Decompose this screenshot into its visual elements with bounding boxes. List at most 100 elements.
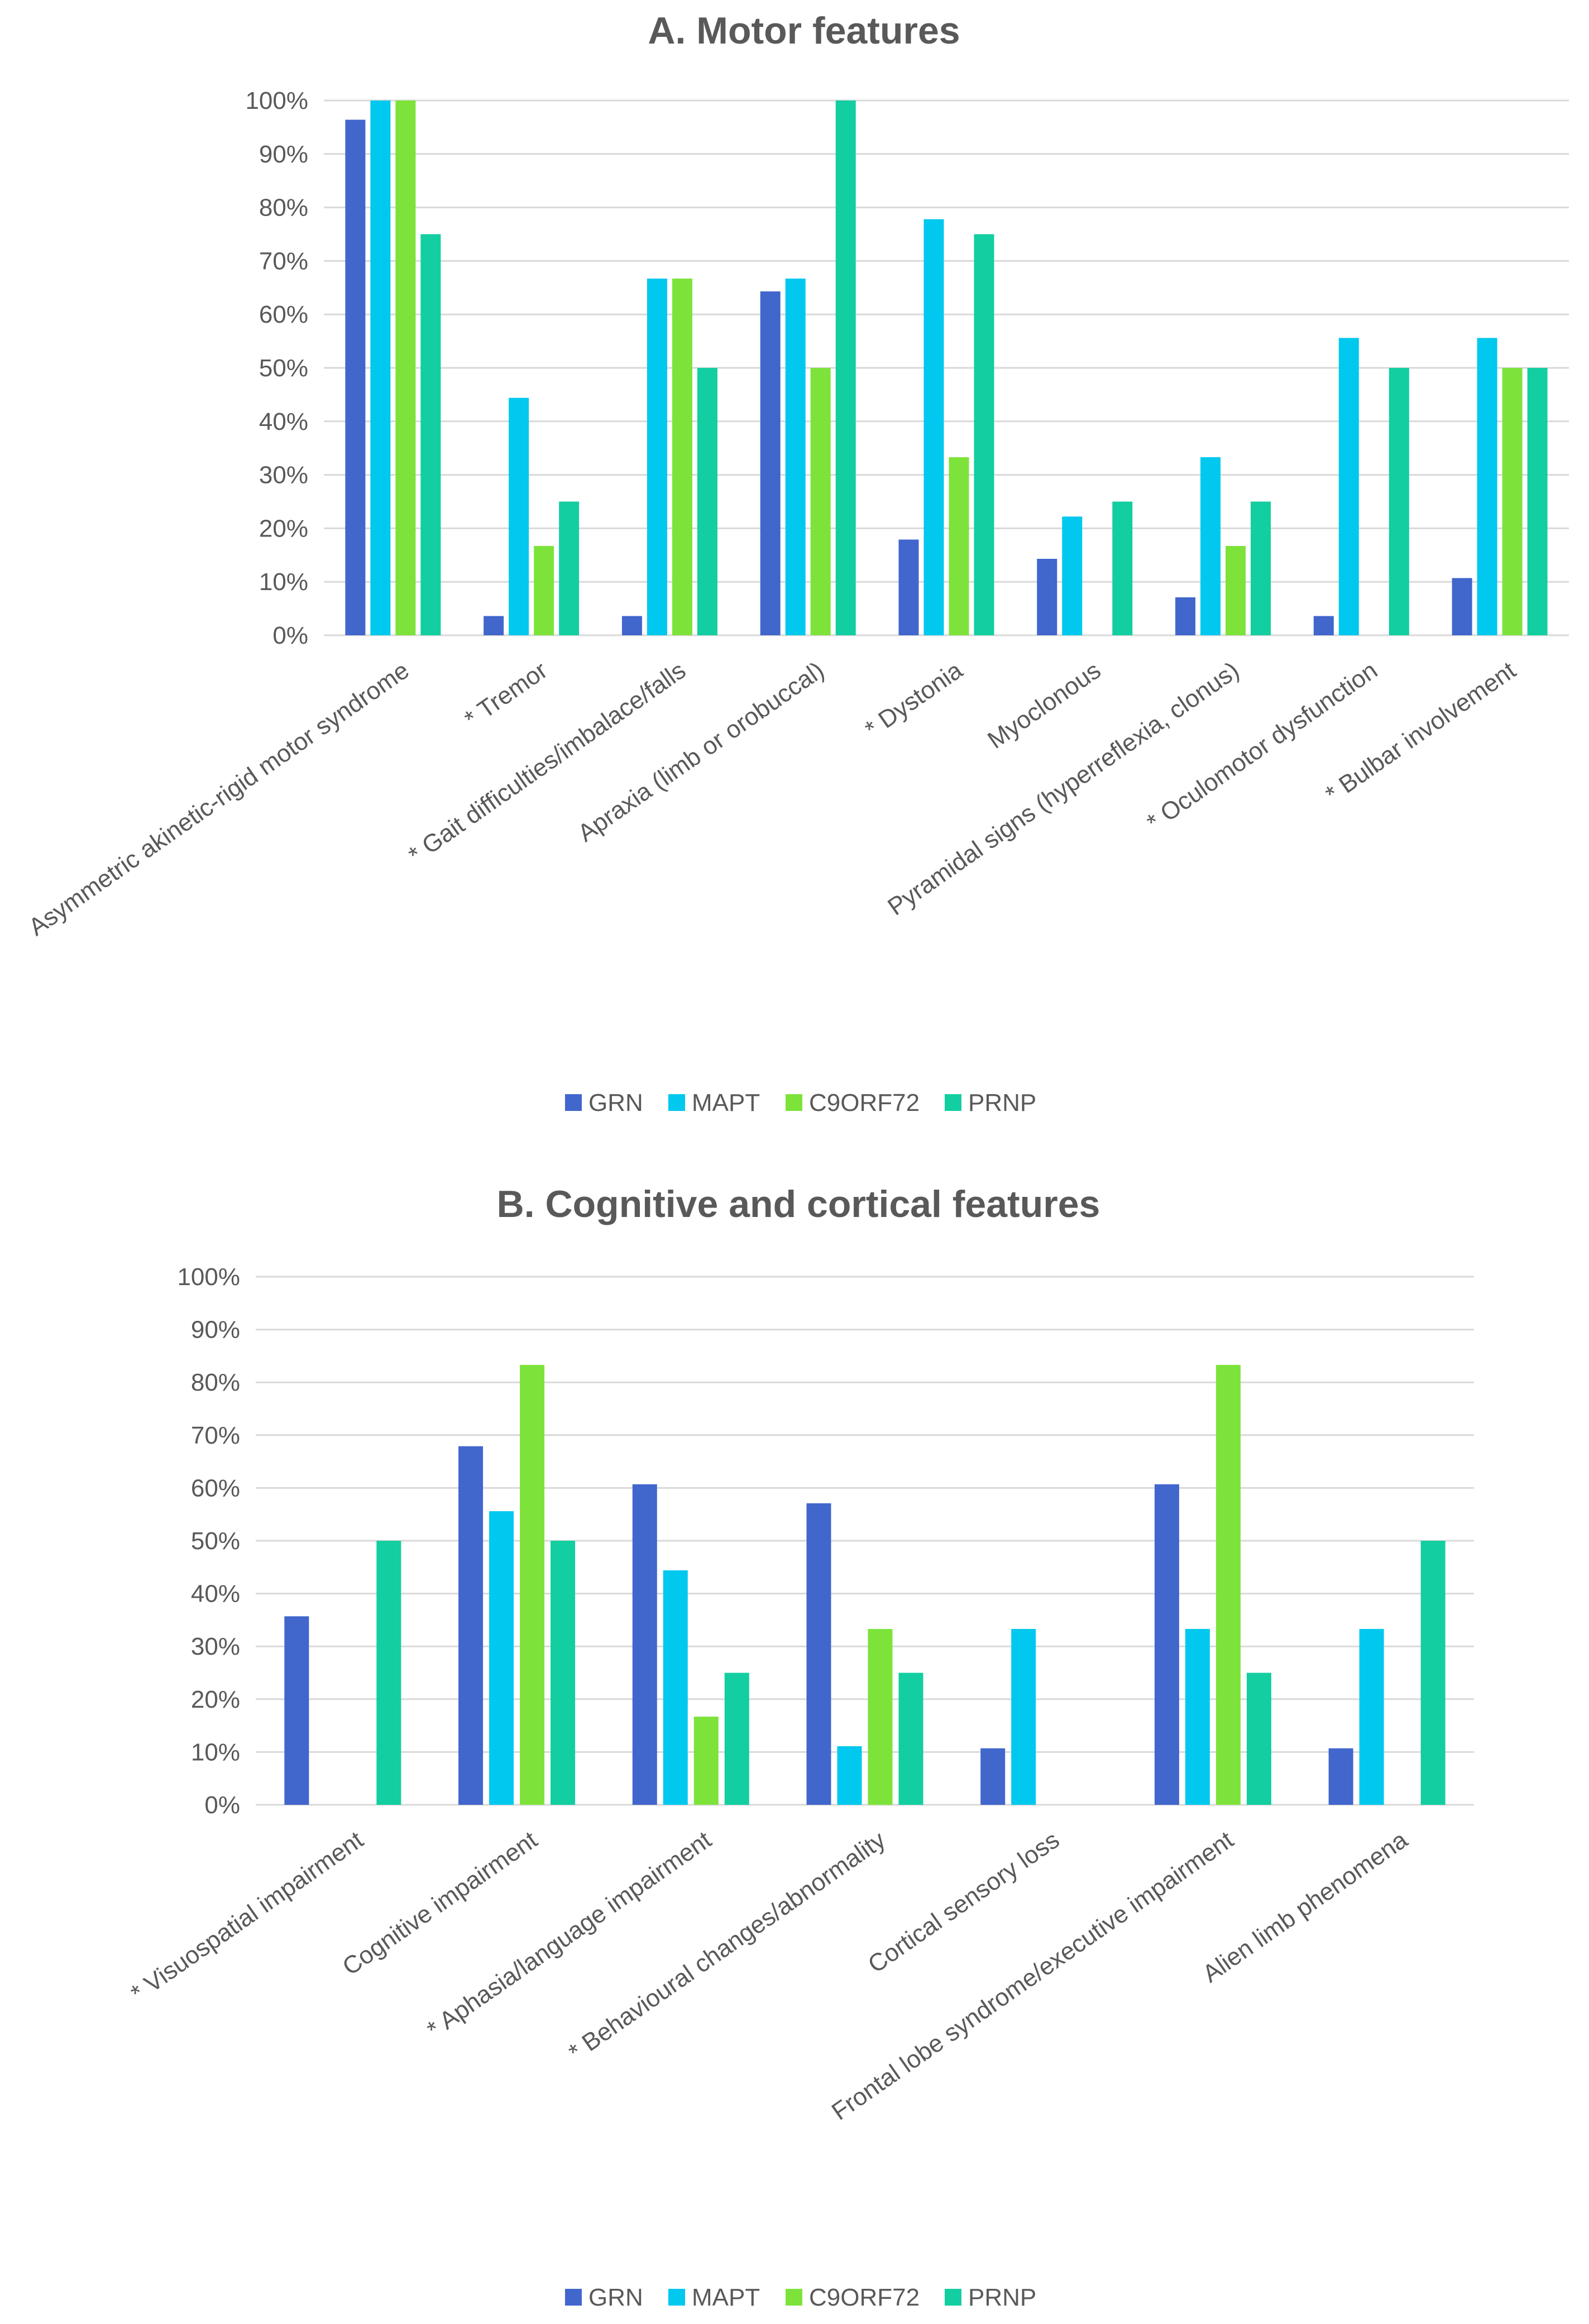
bar-grn: [760, 291, 781, 635]
bar-grn: [980, 1748, 1006, 1805]
bar-mapt: [1011, 1628, 1036, 1805]
y-tick-label: 90%: [259, 141, 308, 168]
chart-title: A. Motor features: [648, 9, 960, 52]
bar-prnp: [1420, 1541, 1446, 1805]
bar-mapt: [1200, 457, 1221, 635]
chart-b-svg: B. Cognitive and cortical features 0% 10% 2…: [126, 1183, 1474, 2311]
bar-grn: [632, 1484, 657, 1805]
bar-mapt: [489, 1511, 514, 1805]
y-tick-label: 100%: [245, 87, 308, 114]
bar-c9orf72: [949, 457, 969, 635]
legend-swatch-mapt: [668, 1094, 685, 1111]
category-label: * Aphasia/language impairment: [422, 1826, 716, 2043]
bar-prnp: [724, 1673, 749, 1805]
bar-c9orf72: [1226, 546, 1246, 635]
bar-grn: [898, 539, 919, 635]
legend-label-c9orf72: C9ORF72: [809, 1089, 920, 1117]
y-tick-label: 80%: [191, 1369, 240, 1396]
bar-prnp: [1389, 368, 1409, 635]
legend-swatch-grn: [565, 2289, 582, 2306]
bar-mapt: [837, 1746, 862, 1805]
chart-motor-features: A. Motor features 0% 10% 20% 30% 40% 50% 60% 70%…: [0, 0, 1589, 1150]
bar-grn: [484, 616, 504, 635]
y-tick-label: 50%: [191, 1527, 240, 1555]
category-label: Apraxia (limb or orobuccal): [573, 657, 829, 847]
y-tick-label: 0%: [272, 622, 308, 649]
y-tick-label: 10%: [191, 1738, 240, 1766]
category-label: * Dystonia: [860, 657, 968, 743]
bar-grn: [458, 1446, 484, 1805]
bar-prnp: [1246, 1673, 1271, 1805]
bar-prnp: [697, 368, 717, 635]
legend-label-prnp: PRNP: [968, 1089, 1036, 1117]
bar-grn: [1328, 1748, 1353, 1805]
y-tick-label: 30%: [191, 1633, 240, 1660]
bar-mapt: [1185, 1628, 1210, 1805]
bar-grn: [345, 119, 366, 635]
legend-swatch-prnp: [945, 1094, 961, 1111]
bar-prnp: [376, 1541, 401, 1805]
legend-swatch-prnp: [945, 2289, 961, 2306]
bar-mapt: [1062, 516, 1083, 635]
legend-label-prnp: PRNP: [968, 2284, 1036, 2311]
bar-grn: [806, 1503, 831, 1805]
chart-cognitive-features: B. Cognitive and cortical features 0% 10% 2…: [0, 1172, 1589, 2324]
legend-label-c9orf72: C9ORF72: [809, 2284, 920, 2311]
bar-c9orf72: [1215, 1364, 1241, 1805]
legend-label-grn: GRN: [588, 1089, 643, 1117]
legend-label-mapt: MAPT: [692, 2284, 760, 2311]
legend-swatch-c9orf72: [786, 2289, 802, 2306]
bar-prnp: [1527, 368, 1548, 635]
y-tick-label: 80%: [259, 194, 308, 222]
bar-grn: [1313, 616, 1334, 635]
legend-swatch-c9orf72: [786, 1094, 802, 1111]
bar-grn: [1175, 597, 1196, 635]
bar-mapt: [1338, 338, 1359, 635]
bar-grn: [1154, 1484, 1179, 1805]
bar-c9orf72: [810, 368, 831, 635]
bar-c9orf72: [1502, 368, 1523, 635]
y-tick-label: 60%: [191, 1474, 240, 1502]
legend-label-grn: GRN: [588, 2284, 643, 2311]
y-tick-label: 50%: [259, 354, 308, 382]
bar-grn: [621, 616, 642, 635]
y-tick-label: 40%: [191, 1580, 240, 1608]
bar-grn: [1452, 578, 1472, 635]
bar-mapt: [923, 219, 944, 635]
category-label: Cognitive impairment: [338, 1826, 543, 1981]
bar-mapt: [663, 1570, 688, 1805]
y-tick-label: 70%: [259, 247, 308, 275]
bar-mapt: [370, 100, 391, 635]
y-tick-label: 10%: [259, 568, 308, 596]
legend-label-mapt: MAPT: [692, 1089, 760, 1117]
bar-c9orf72: [868, 1628, 893, 1805]
bar-grn: [1037, 559, 1057, 635]
category-label: * Oculomotor dysfunction: [1142, 657, 1382, 836]
category-label: Asymmetric akinetic-rigid motor syndrome: [24, 657, 414, 941]
y-tick-label: 20%: [259, 515, 308, 542]
y-tick-label: 20%: [191, 1686, 240, 1713]
bar-prnp: [974, 234, 994, 635]
bar-prnp: [835, 100, 856, 635]
category-label: Frontal lobe syndrome/executive impairme…: [827, 1826, 1238, 2126]
bar-prnp: [559, 501, 580, 635]
chart-a-svg: A. Motor features 0% 10% 20% 30% 40% 50% 60% 70%…: [24, 9, 1569, 1117]
bar-mapt: [1359, 1628, 1384, 1805]
y-tick-label: 40%: [259, 408, 308, 435]
bar-mapt: [647, 279, 667, 635]
y-tick-label: 30%: [259, 462, 308, 489]
y-tick-label: 60%: [259, 301, 308, 328]
bar-mapt: [509, 397, 529, 635]
category-label: Cortical sensory loss: [863, 1826, 1065, 1978]
y-tick-label: 0%: [204, 1791, 240, 1819]
bar-prnp: [551, 1541, 576, 1805]
legend-swatch-grn: [565, 1094, 582, 1111]
category-label: Myoclonous: [983, 657, 1105, 754]
bar-prnp: [420, 234, 441, 635]
bar-c9orf72: [520, 1364, 545, 1805]
bar-mapt: [785, 279, 806, 635]
category-label: * Tremor: [460, 657, 552, 733]
bar-prnp: [898, 1673, 923, 1805]
category-label: * Visuospatial impairment: [126, 1826, 368, 2007]
bar-c9orf72: [534, 546, 554, 635]
